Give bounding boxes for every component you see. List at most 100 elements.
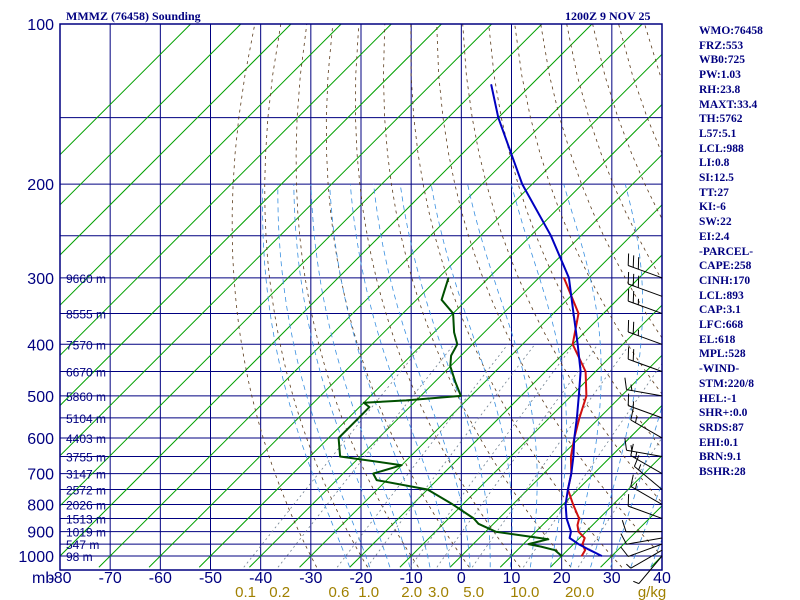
height-label: 3755 m bbox=[66, 451, 106, 465]
dewpoint-point bbox=[441, 299, 443, 301]
wind-barb-flag bbox=[635, 483, 638, 490]
stability-index: -WIND- bbox=[699, 363, 740, 376]
temperature-point bbox=[572, 343, 574, 345]
temperature-point bbox=[584, 537, 586, 539]
pressure-tick-label: 1000 bbox=[18, 549, 54, 566]
stability-index: KI:-6 bbox=[699, 201, 726, 214]
dewpoint-point bbox=[530, 536, 532, 538]
stability-index: -PARCEL- bbox=[699, 245, 754, 258]
isotherm-line bbox=[60, 24, 442, 407]
parcel-point bbox=[570, 531, 572, 533]
parcel-point bbox=[576, 417, 578, 419]
wind-barb-staff bbox=[628, 405, 663, 419]
temperature-tick-label: -10 bbox=[400, 570, 423, 587]
temperature-tick-label: -20 bbox=[349, 570, 372, 587]
wind-barb-flag bbox=[624, 438, 627, 451]
wind-barb bbox=[627, 253, 663, 279]
wind-barb bbox=[627, 347, 663, 372]
wind-barb-staff bbox=[628, 358, 663, 372]
temperature-point bbox=[572, 503, 574, 505]
dry-adiabat-line bbox=[295, 24, 419, 568]
dewpoint-point bbox=[339, 455, 341, 458]
isotherm-line bbox=[449, 354, 662, 568]
wind-barb-staff bbox=[628, 505, 663, 519]
temperature-tick-label: -50 bbox=[199, 570, 222, 587]
stability-index: HEL:-1 bbox=[699, 392, 737, 405]
stability-index: LCL:988 bbox=[699, 142, 744, 155]
dry-adiabat-line bbox=[264, 24, 368, 568]
stability-indices-list: WMO:76458 FRZ:553 WB0:725 PW:1.03 RH:23.8 MAX… bbox=[699, 24, 763, 480]
isotherm-line bbox=[399, 304, 662, 568]
stability-index: EHI:0.1 bbox=[699, 436, 739, 449]
temperature-point bbox=[576, 524, 579, 526]
sounding-time: 1200Z 9 NOV 25 bbox=[565, 9, 651, 23]
wind-barb bbox=[630, 474, 663, 505]
wind-barb bbox=[627, 494, 663, 519]
wind-barb bbox=[620, 543, 663, 557]
height-label: 1019 m bbox=[66, 526, 106, 540]
dewpoint-point bbox=[372, 473, 374, 475]
dry-adiabat-line bbox=[382, 24, 572, 568]
mixing-ratio-line bbox=[409, 344, 575, 568]
wind-barb-flag bbox=[626, 563, 632, 569]
mixing-ratio-line bbox=[577, 437, 662, 568]
moist-adiabat-line bbox=[563, 183, 602, 568]
moist-adiabat-line bbox=[590, 184, 643, 568]
mixing-ratio-label: 10.0 bbox=[510, 584, 539, 600]
stability-index: LCL:893 bbox=[699, 289, 744, 302]
dry-adiabat-line bbox=[514, 24, 662, 395]
temperature-tick-label: -60 bbox=[149, 570, 172, 587]
dewpoint-point bbox=[452, 503, 454, 505]
height-label: 2026 m bbox=[66, 498, 106, 512]
wind-barb bbox=[627, 289, 663, 314]
stability-index: EL:618 bbox=[699, 333, 736, 346]
height-label: 7570 m bbox=[66, 338, 106, 352]
moist-adiabat-line bbox=[610, 404, 662, 568]
wind-barb-flag bbox=[635, 416, 638, 423]
mixing-ratio-label: 0.2 bbox=[269, 584, 290, 600]
parcel-point bbox=[580, 370, 582, 373]
dry-adiabat-line bbox=[325, 24, 470, 568]
mixing-ratio-line bbox=[336, 344, 509, 568]
wind-barb bbox=[633, 455, 663, 490]
mixing-ratio-line bbox=[436, 344, 599, 568]
dry-adiabat-line bbox=[436, 24, 662, 557]
wind-barb-flag bbox=[621, 520, 627, 532]
dewpoint-point bbox=[554, 549, 556, 551]
wind-barb-staff bbox=[630, 485, 663, 505]
parcel-point bbox=[589, 549, 591, 551]
height-label: 4403 m bbox=[66, 432, 106, 446]
wind-barb-flag bbox=[630, 474, 634, 487]
stability-index: BSHR:28 bbox=[699, 466, 746, 479]
mixing-ratio-label: g/kg bbox=[638, 584, 666, 600]
temperature-tick-label: 30 bbox=[603, 570, 621, 587]
dewpoint-point bbox=[452, 312, 454, 314]
wind-barb-flag bbox=[630, 445, 633, 452]
wind-barb bbox=[624, 438, 663, 457]
temperature-tick-label: -30 bbox=[299, 570, 322, 587]
temperature-point bbox=[584, 549, 586, 551]
wind-barb-staff bbox=[638, 555, 663, 584]
pressure-tick-label: 200 bbox=[27, 177, 54, 194]
stability-index: RH:23.8 bbox=[699, 83, 741, 96]
wind-barb-staff bbox=[626, 389, 663, 397]
x-axis-label: mb bbox=[32, 570, 54, 587]
parcel-point bbox=[550, 235, 552, 237]
wind-barb-flag bbox=[624, 377, 627, 390]
wind-barb-flag bbox=[632, 349, 635, 362]
wind-barb bbox=[626, 549, 663, 569]
mixing-ratio-label: 3.0 bbox=[428, 584, 449, 600]
wind-barb-flag bbox=[620, 533, 627, 545]
parcel-point bbox=[572, 312, 575, 314]
isotherm-line bbox=[249, 153, 662, 568]
parcel-point bbox=[490, 84, 492, 86]
dry-adiabat-line bbox=[775, 24, 800, 567]
stability-index: CAPE:258 bbox=[699, 260, 752, 273]
height-label: 98 m bbox=[66, 550, 93, 564]
wind-barb-staff bbox=[630, 419, 663, 439]
height-label: 5104 m bbox=[66, 412, 106, 426]
dewpoint-point bbox=[363, 402, 365, 404]
temperature-point bbox=[585, 395, 588, 397]
stability-index: BRN:9.1 bbox=[699, 451, 742, 464]
wind-barb-flag bbox=[630, 408, 634, 421]
